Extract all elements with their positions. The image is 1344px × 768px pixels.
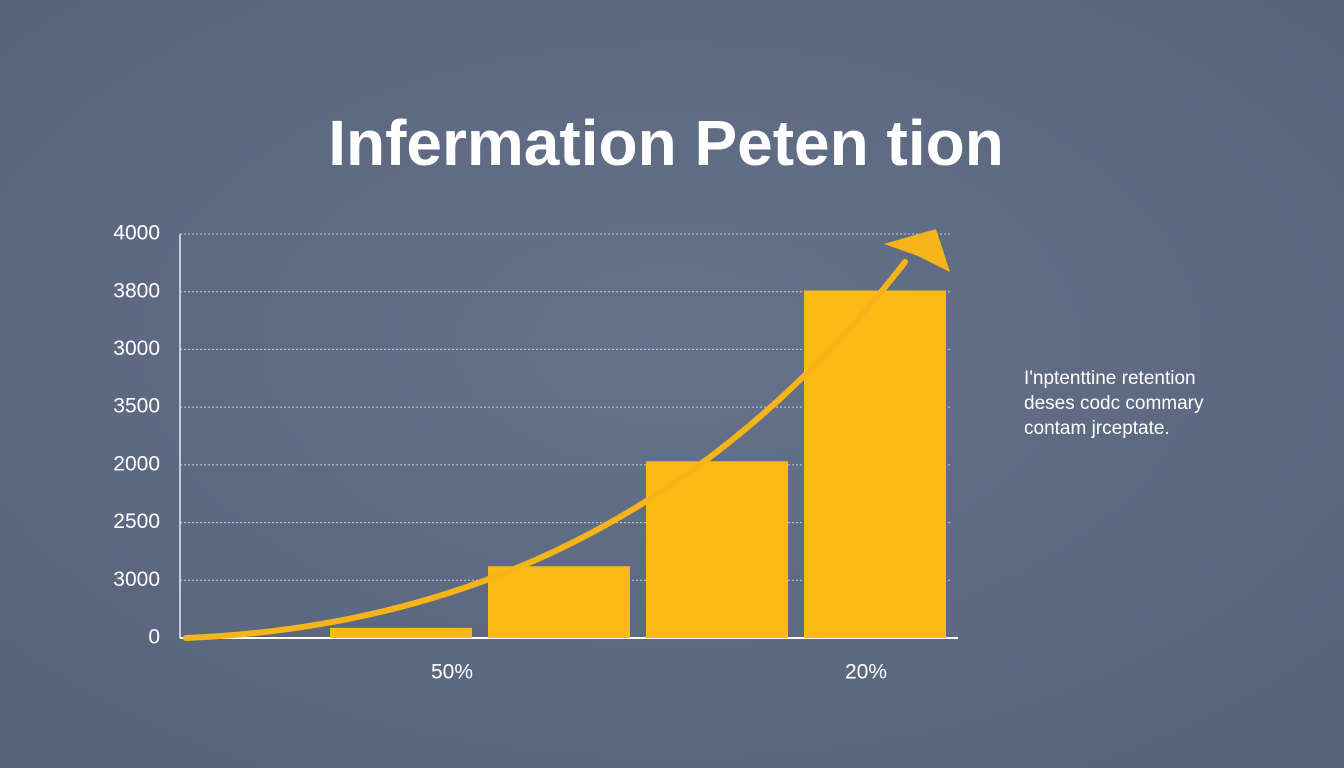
- annotation-line: I'nptenttine retention: [1024, 368, 1196, 389]
- trend-arrow: [183, 259, 908, 641]
- arrow-head: [884, 229, 950, 272]
- y-tick-label: 0: [148, 626, 160, 649]
- bar: [646, 461, 788, 638]
- x-tick-label: 50%: [431, 661, 473, 684]
- y-tick-label: 3500: [113, 395, 160, 418]
- y-tick-label: 2500: [113, 510, 160, 533]
- y-tick-label: 3000: [113, 337, 160, 360]
- annotation-line: contam jrceptate.: [1024, 418, 1170, 439]
- bar: [330, 627, 472, 638]
- y-tick-label: 4000: [113, 222, 160, 245]
- chart-title: Infermation Peten tion: [328, 107, 1004, 179]
- x-tick-label: 20%: [845, 661, 887, 684]
- y-tick-label: 2000: [113, 452, 160, 475]
- bar: [488, 566, 630, 638]
- annotation-line: deses codc commary: [1024, 393, 1204, 414]
- bar: [804, 290, 946, 638]
- y-tick-label: 3000: [113, 568, 160, 591]
- y-tick-label: 3800: [113, 279, 160, 302]
